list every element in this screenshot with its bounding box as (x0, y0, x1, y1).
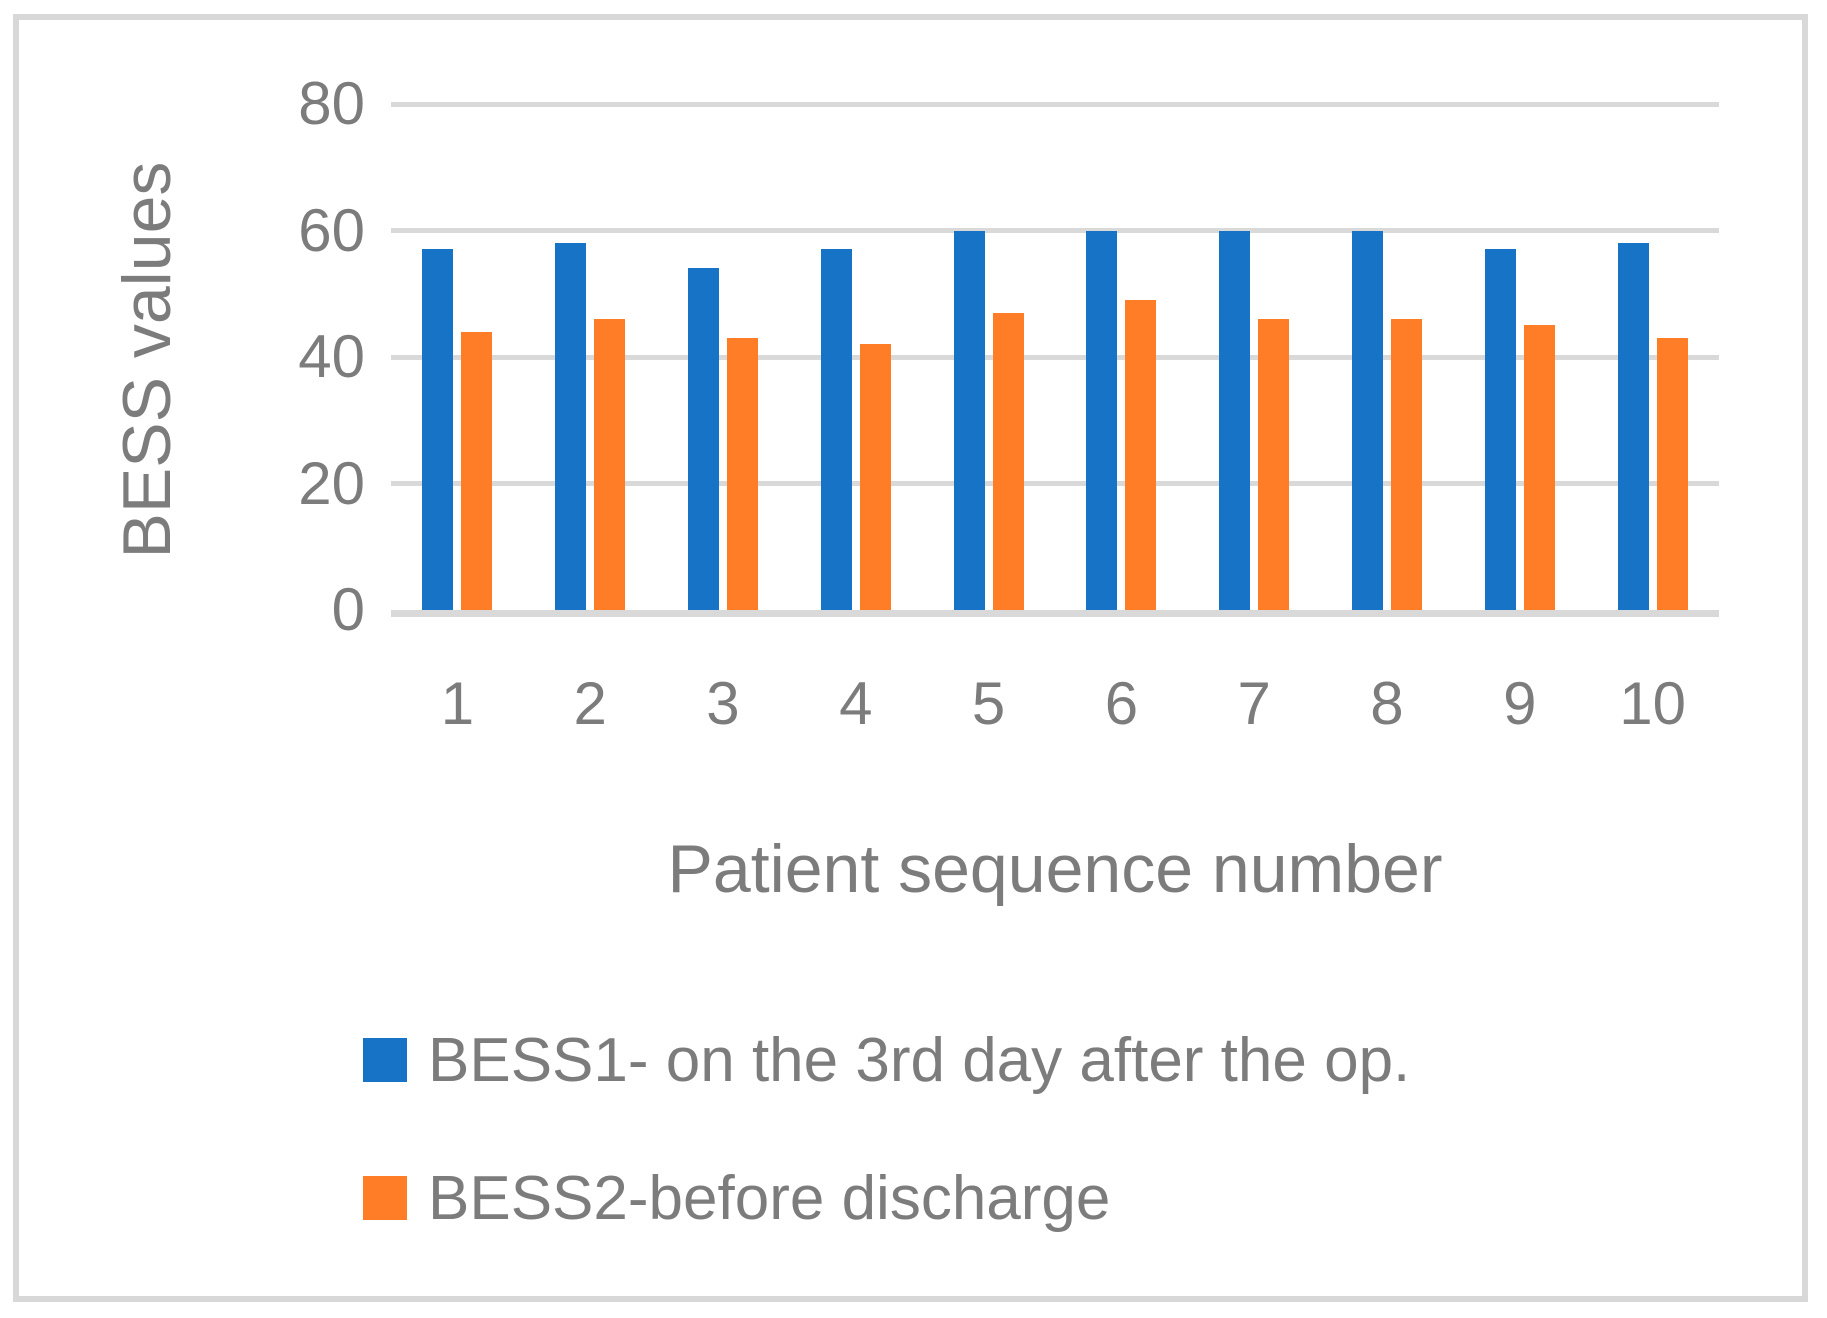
bar-series1-cat9 (1484, 249, 1516, 610)
legend-swatch-icon (363, 1176, 407, 1220)
bar-series1-cat5 (953, 230, 985, 610)
x-tick-label-3: 3 (706, 670, 740, 737)
bar-series2-cat7 (1258, 319, 1290, 610)
x-tick-label-4: 4 (839, 670, 873, 737)
gridline-y-20 (391, 481, 1719, 486)
bar-series2-cat9 (1523, 325, 1555, 610)
bar-series2-cat10 (1656, 338, 1688, 610)
x-tick-label-2: 2 (573, 670, 607, 737)
x-tick-label-1: 1 (440, 670, 475, 737)
bar-series1-cat4 (820, 249, 852, 610)
legend-label: BESS1- on the 3rd day after the op. (428, 1026, 1411, 1095)
x-tick-label-8: 8 (1370, 670, 1404, 737)
x-tick-label-6: 6 (1104, 670, 1139, 737)
y-tick-label-80: 80 (298, 70, 365, 137)
y-tick-label-20: 20 (298, 449, 365, 517)
y-tick-label-0: 0 (331, 576, 365, 643)
bar-series2-cat1 (461, 331, 493, 610)
bar-series1-cat1 (422, 249, 454, 610)
x-tick-label-10: 10 (1619, 670, 1686, 737)
y-tick-label-40: 40 (298, 323, 365, 390)
x-tick-label-9: 9 (1503, 670, 1537, 737)
legend-swatch-icon (363, 1038, 407, 1082)
x-tick-label-5: 5 (971, 670, 1006, 737)
bar-series2-cat5 (992, 312, 1024, 610)
bar-series2-cat3 (727, 338, 758, 610)
bar-series1-cat8 (1352, 230, 1383, 610)
bar-series1-cat10 (1617, 243, 1649, 610)
legend-label: BESS2-before discharge (428, 1164, 1111, 1233)
bar-series2-cat6 (1125, 300, 1157, 610)
bar-series2-cat4 (859, 344, 891, 610)
gridline-y-60 (391, 228, 1719, 233)
bar-series1-cat6 (1086, 230, 1118, 610)
gridline-y-40 (391, 354, 1719, 360)
x-tick-label-7: 7 (1237, 670, 1271, 737)
x-axis-title: Patient sequence number (667, 831, 1443, 907)
chart-border-frame (13, 14, 1808, 1302)
bar-series1-cat3 (688, 268, 719, 610)
y-tick-label-60: 60 (298, 196, 365, 264)
x-axis-line (391, 610, 1719, 617)
bar-series1-cat2 (555, 243, 587, 610)
bar-series2-cat8 (1391, 319, 1422, 610)
gridline-y-80 (391, 101, 1719, 107)
bar-series2-cat2 (594, 319, 626, 610)
bar-series1-cat7 (1219, 230, 1251, 610)
